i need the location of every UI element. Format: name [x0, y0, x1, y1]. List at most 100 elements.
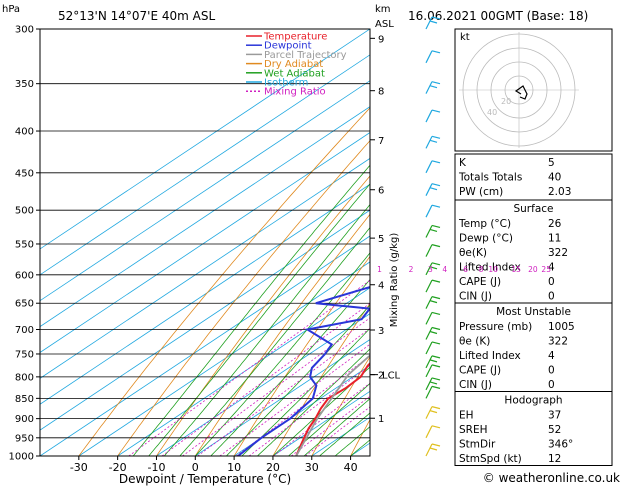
table-row-value: 0	[548, 291, 555, 303]
wind-barb-flag	[432, 205, 440, 207]
pressure-tick-label: 900	[15, 414, 34, 425]
mixing-ratio-tick-label: 10	[488, 265, 498, 274]
hodograph-ring-label: 40	[487, 108, 497, 117]
wind-barb-shaft	[426, 82, 432, 94]
wind-barb-flag	[432, 312, 440, 314]
mixing-ratio-tick-label: 3	[428, 265, 433, 274]
table-row-label: EH	[459, 410, 474, 422]
wind-barb-flag	[430, 86, 437, 88]
dry-adiabat-line	[622, 29, 629, 456]
wind-barb-shaft	[426, 426, 432, 438]
wind-barb-flag	[432, 444, 440, 446]
pressure-tick-label: 550	[15, 239, 34, 250]
table-row-label: Temp (°C)	[458, 218, 511, 230]
wind-barb-shaft	[426, 225, 432, 237]
wind-barb-flag	[432, 263, 440, 265]
mixing-ratio-tick-label: 15	[511, 265, 521, 274]
wind-barb-flag	[430, 331, 437, 333]
km-tick-label: 4	[378, 281, 384, 292]
wind-barb-flag	[430, 382, 437, 384]
pressure-tick-label: 650	[15, 299, 34, 310]
mixing-ratio-tick-label: 8	[479, 265, 484, 274]
wind-barb-shaft	[426, 184, 432, 196]
hodograph-unit-label: kt	[460, 32, 470, 43]
table-row-label: SREH	[459, 424, 488, 436]
wind-barb-flag	[432, 280, 440, 282]
wind-barb-flag	[432, 426, 440, 428]
legend-label: Mixing Ratio	[264, 87, 326, 98]
copyright-label: © weatheronline.co.uk	[483, 471, 620, 485]
table-row-label: Pressure (mb)	[459, 321, 532, 333]
dry-adiabat-line	[157, 29, 500, 456]
wind-barbs	[426, 17, 440, 456]
wind-barb-flag	[430, 411, 437, 413]
wind-barb-shaft	[426, 51, 432, 63]
datetime-label: 16.06.2021 00GMT (Base: 18)	[408, 9, 588, 23]
table-row-label: θe (K)	[459, 336, 490, 348]
table-row-value: 52	[548, 424, 561, 436]
asl-label: ASL	[375, 19, 394, 30]
hodograph-ring-label: 20	[501, 97, 511, 106]
table-row-value: 40	[548, 172, 561, 184]
table-row-label: CIN (J)	[459, 379, 492, 391]
wind-barb-flag	[430, 229, 437, 231]
wind-barb-flag	[432, 82, 440, 84]
mixing-ratio-tick-label: 1	[377, 265, 382, 274]
wind-barb-flag	[432, 407, 440, 409]
km-tick-label: 7	[378, 136, 384, 147]
km-tick-label: 6	[378, 186, 384, 197]
wind-barb-flag	[432, 356, 440, 358]
table-row-value: 322	[548, 336, 568, 348]
pressure-tick-label: 1000	[9, 452, 34, 463]
axes: 3003504004505005506006507007508008509009…	[9, 25, 401, 475]
wind-barb-shaft	[426, 280, 432, 292]
wind-barb-shaft	[426, 327, 432, 339]
pressure-tick-label: 950	[15, 433, 34, 444]
table-row-label: CAPE (J)	[459, 365, 501, 377]
wind-barb-flag	[432, 342, 440, 344]
table-section-title: Hodograph	[504, 395, 562, 407]
km-tick-label: 5	[378, 234, 384, 245]
km-tick-label: 1	[378, 414, 384, 425]
wind-barb-flag	[432, 297, 440, 299]
km-tick-label: 8	[378, 87, 384, 98]
wind-barb-flag	[432, 136, 440, 138]
table-section-title: Surface	[513, 203, 553, 215]
pressure-tick-label: 450	[15, 168, 34, 179]
wind-barb-flag	[430, 140, 437, 142]
wind-barb-flag	[432, 365, 440, 367]
pressure-tick-label: 350	[15, 79, 34, 90]
mixing-ratio-tick-label: 6	[463, 265, 468, 274]
table-row-value: 5	[548, 157, 555, 169]
temperature-tick-label: 30	[305, 461, 319, 474]
pressure-tick-label: 600	[15, 270, 34, 281]
table-row-value: 11	[548, 233, 561, 245]
table-row-value: 0	[548, 379, 555, 391]
table-row-value: 322	[548, 247, 568, 259]
wind-barb-flag	[432, 161, 440, 163]
mixing-ratio-tick-label: 25	[541, 265, 551, 274]
table-row-value: 37	[548, 410, 561, 422]
location-label: 52°13'N 14°07'E 40m ASL	[58, 9, 215, 23]
pressure-tick-label: 300	[15, 25, 34, 36]
table-row-value: 346°	[548, 439, 573, 451]
wind-barb-shaft	[426, 161, 432, 173]
wind-barb-shaft	[426, 110, 432, 122]
pressure-tick-label: 500	[15, 206, 34, 217]
table-row-value: 2.03	[548, 186, 571, 198]
wind-barb-shaft	[426, 342, 432, 354]
wind-barb-flag	[430, 301, 437, 303]
table-row-label: Totals Totals	[458, 172, 522, 184]
wind-barb-shaft	[426, 245, 432, 257]
wind-barb-shaft	[426, 444, 432, 456]
table-row-label: K	[459, 157, 467, 169]
table-section-title: Most Unstable	[496, 306, 571, 318]
wind-barb-flag	[432, 225, 440, 227]
wind-barb-flag	[432, 110, 440, 112]
table-row-value: 4	[548, 350, 555, 362]
wind-barb-flag	[432, 245, 440, 247]
temperature-tick-label: 40	[344, 461, 358, 474]
pressure-tick-label: 800	[15, 372, 34, 383]
